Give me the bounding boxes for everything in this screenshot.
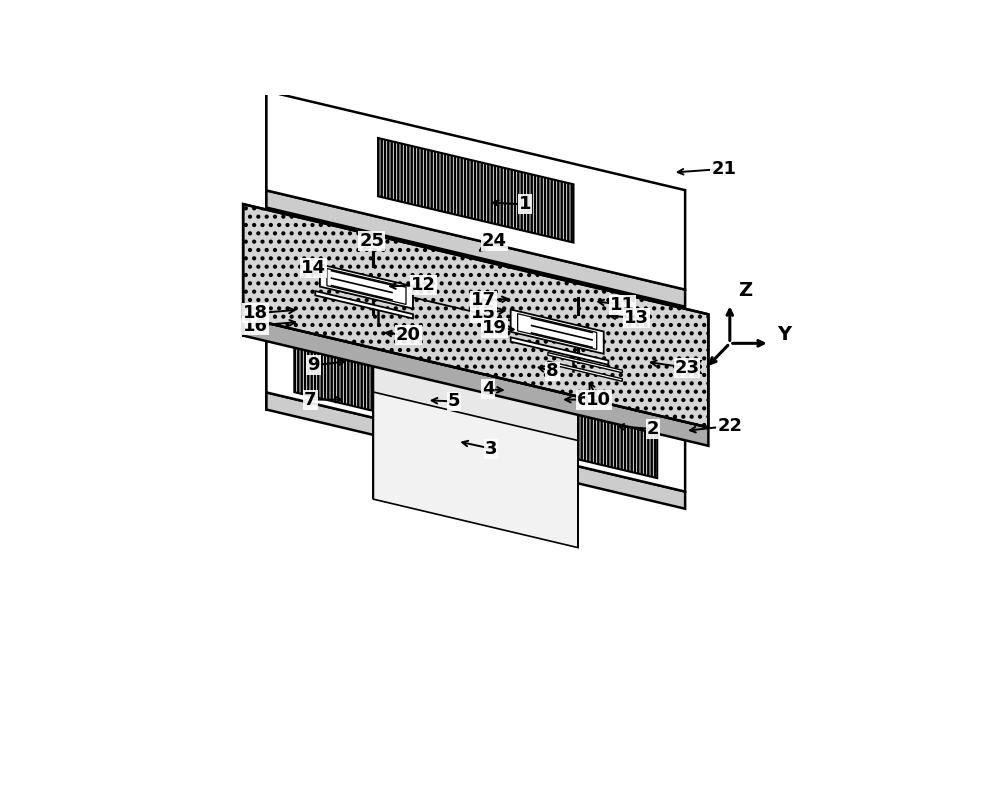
Text: 18: 18 — [243, 304, 268, 322]
Polygon shape — [327, 269, 406, 304]
Polygon shape — [511, 309, 604, 354]
Text: 17: 17 — [471, 292, 496, 309]
Polygon shape — [320, 264, 413, 308]
Text: 19: 19 — [482, 319, 507, 337]
Polygon shape — [548, 352, 622, 373]
Text: 25: 25 — [359, 232, 384, 250]
Polygon shape — [266, 393, 685, 509]
Text: 11: 11 — [610, 296, 635, 314]
Polygon shape — [266, 293, 685, 491]
Polygon shape — [373, 392, 578, 548]
Text: 1: 1 — [518, 196, 531, 213]
Text: 4: 4 — [482, 380, 494, 398]
Text: 5: 5 — [448, 393, 461, 410]
Text: X: X — [688, 359, 703, 378]
Text: Z: Z — [738, 281, 752, 300]
Polygon shape — [378, 138, 573, 242]
Text: 16: 16 — [243, 316, 268, 335]
Polygon shape — [266, 91, 685, 289]
Text: 9: 9 — [307, 356, 320, 374]
Text: 8: 8 — [546, 363, 559, 381]
Polygon shape — [548, 361, 622, 382]
Text: 7: 7 — [304, 390, 317, 409]
Text: 23: 23 — [674, 359, 699, 377]
Polygon shape — [373, 344, 578, 440]
Text: 15: 15 — [471, 304, 496, 322]
Text: Y: Y — [778, 325, 792, 344]
Polygon shape — [315, 291, 413, 319]
Polygon shape — [266, 191, 685, 307]
Text: 2: 2 — [647, 420, 660, 438]
Text: 21: 21 — [711, 160, 736, 178]
Text: 6: 6 — [577, 390, 590, 409]
Polygon shape — [243, 317, 708, 446]
Text: 14: 14 — [301, 259, 326, 277]
Polygon shape — [518, 314, 597, 350]
Text: 20: 20 — [396, 327, 421, 344]
Text: 22: 22 — [717, 417, 742, 435]
Polygon shape — [294, 306, 657, 478]
Text: 24: 24 — [482, 232, 507, 250]
Polygon shape — [243, 204, 708, 428]
Text: 3: 3 — [485, 440, 497, 458]
Text: 12: 12 — [411, 276, 436, 294]
Text: 13: 13 — [624, 309, 649, 328]
Polygon shape — [511, 337, 608, 365]
Text: 10: 10 — [586, 390, 611, 409]
Polygon shape — [373, 344, 578, 500]
